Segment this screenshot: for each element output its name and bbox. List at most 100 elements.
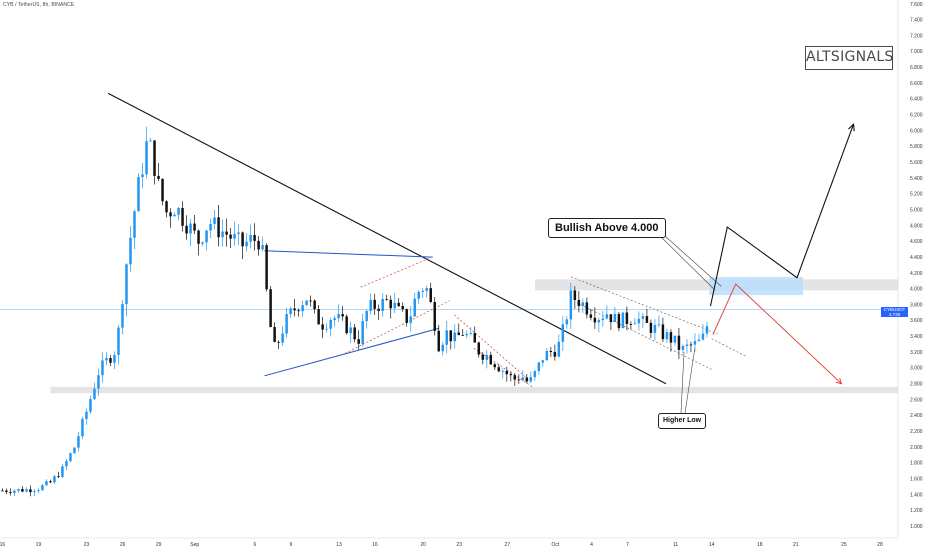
candle-body — [693, 341, 697, 345]
candle-body — [549, 350, 553, 352]
symbol-header: CYB / TetherUS, 8h, BINANCE — [3, 2, 75, 8]
candle-body — [481, 354, 485, 360]
candle-body — [293, 308, 296, 311]
candle-body — [457, 332, 461, 336]
candle-body — [629, 324, 633, 325]
candle-body — [377, 308, 380, 311]
candle-body — [29, 489, 32, 493]
candle-body — [597, 319, 601, 323]
y-tick-label: 5.200 — [910, 192, 923, 198]
candle-body — [13, 490, 16, 493]
candle-body — [157, 175, 160, 179]
candle-body — [469, 333, 473, 335]
candle-body — [229, 234, 232, 239]
candle-body — [529, 377, 533, 382]
candle-body — [145, 141, 148, 175]
falling-channel-upper — [454, 314, 532, 383]
candle-body — [461, 335, 465, 336]
candle-body — [553, 351, 557, 357]
candle-body — [301, 305, 304, 312]
x-tick-label: 29 — [156, 542, 162, 548]
candle-body — [633, 323, 637, 325]
x-tick-label: 28 — [877, 542, 883, 548]
y-tick-label: 6.400 — [910, 97, 923, 103]
support-zone — [50, 386, 898, 394]
candle-body — [117, 327, 120, 355]
candle-body — [313, 300, 316, 310]
candle-body — [601, 318, 605, 320]
candle-body — [617, 313, 621, 329]
y-tick-label: 1.400 — [910, 492, 923, 498]
candle-body — [141, 174, 144, 178]
x-tick-label: 23 — [456, 542, 462, 548]
candle-body — [501, 371, 505, 372]
y-tick-label: 4.600 — [910, 239, 923, 245]
candle-body — [697, 339, 701, 342]
candle-body — [185, 225, 188, 234]
candle-body — [317, 309, 320, 325]
candle-body — [429, 288, 432, 303]
higher-low-pointer-2 — [684, 348, 696, 414]
bullish-projection — [709, 124, 855, 307]
candle-body — [381, 299, 384, 311]
x-tick-label: 19 — [36, 542, 42, 548]
plot-area — [0, 92, 898, 497]
y-axis: 7.600 7.400 7.200 7.000 6.800 6.600 6.400 6.200… — [910, 2, 923, 530]
candle-body — [121, 304, 124, 328]
candle-body — [57, 476, 60, 478]
candle-body — [221, 231, 224, 238]
candle-body — [637, 318, 641, 324]
y-tick-label: 2.800 — [910, 382, 923, 388]
candle-body — [53, 476, 56, 483]
candle-body — [285, 314, 288, 334]
x-tick-label: 20 — [420, 542, 426, 548]
candle-body — [665, 332, 669, 340]
candle-body — [61, 466, 64, 477]
y-tick-label: 5.000 — [910, 207, 923, 213]
candle-body — [65, 461, 68, 467]
candle-body — [645, 316, 649, 323]
candle-body — [281, 333, 284, 343]
candle-body — [485, 354, 489, 360]
candle-body — [93, 388, 96, 400]
candle-body — [473, 333, 477, 343]
candle-body — [325, 328, 328, 330]
y-tick-label: 4.800 — [910, 223, 923, 229]
y-tick-label: 5.600 — [910, 160, 923, 166]
candle-body — [573, 290, 577, 300]
candle-body — [85, 411, 88, 419]
y-tick-label: 3.800 — [910, 302, 923, 308]
candle-body — [521, 377, 525, 381]
candle-body — [577, 299, 581, 307]
x-tick-label: Oct — [551, 542, 559, 548]
candle-body — [705, 326, 709, 334]
candle-body — [181, 207, 184, 226]
candle-body — [401, 306, 404, 310]
triangle-upper-line — [264, 250, 433, 258]
candle-body — [277, 341, 280, 343]
y-tick-label: 2.600 — [910, 397, 923, 403]
candle-body — [585, 302, 589, 315]
candle-body — [17, 488, 20, 491]
candle-body — [657, 324, 661, 326]
candle-body — [261, 245, 264, 250]
candle-body — [661, 324, 665, 340]
candle-body — [465, 334, 469, 336]
candle-body — [677, 335, 681, 350]
y-tick-label: 7.200 — [910, 33, 923, 39]
candle-body — [669, 332, 673, 343]
x-tick-label: 18 — [757, 542, 763, 548]
candle-body — [385, 299, 388, 300]
candle-body — [421, 290, 424, 292]
candle-body — [621, 312, 625, 329]
candle-body — [77, 436, 80, 448]
x-tick-label: 7 — [626, 542, 629, 548]
candle-body — [673, 335, 677, 343]
y-tick-label: 5.400 — [910, 176, 923, 182]
candle-body — [609, 314, 613, 323]
candle-body — [169, 212, 172, 217]
candle-body — [589, 314, 593, 318]
y-tick-label: 7.400 — [910, 18, 923, 24]
candle-body — [557, 341, 561, 357]
candle-body — [109, 358, 112, 363]
